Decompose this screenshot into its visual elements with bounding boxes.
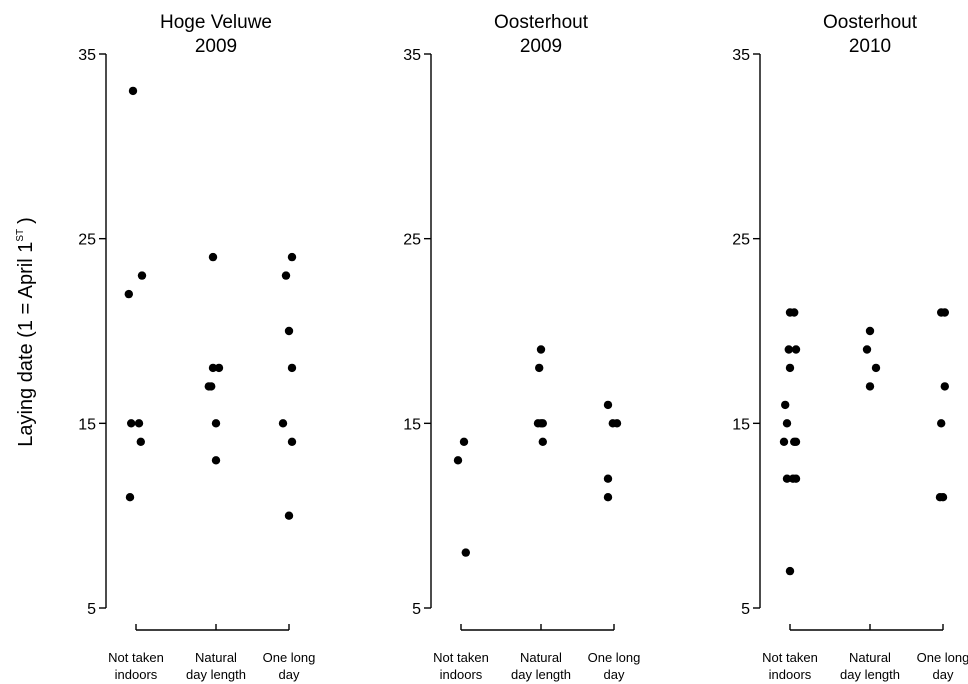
chart-panels: Hoge Veluwe 2009 5 15 25 35 Not taken indoors Na… [78, 12, 968, 682]
data-point [536, 345, 546, 354]
data-point [940, 308, 949, 317]
data-point [538, 419, 547, 428]
y-axis-label: Laying date (1 = April 1ST) [15, 217, 37, 447]
x-category-label-line2: day length [186, 667, 246, 682]
y-tick-label: 35 [732, 47, 750, 64]
x-category-label-line2: day [604, 667, 625, 682]
data-point [287, 363, 297, 373]
data-point [862, 345, 872, 354]
x-category-label-line2: day [933, 667, 954, 682]
y-tick-label: 35 [403, 47, 421, 64]
x-category-label-line2: day length [511, 667, 571, 682]
data-point [208, 252, 218, 262]
data-point [208, 363, 218, 373]
data-point [461, 548, 470, 557]
panel: Hoge Veluwe 2009 5 15 25 35 Not taken indoors Na… [78, 12, 315, 682]
y-tick-label: 15 [403, 416, 421, 433]
data-point [782, 419, 792, 428]
panel-title-line1: Hoge Veluwe [160, 12, 272, 33]
data-point [538, 437, 547, 446]
panel-title-line2: 2010 [849, 36, 891, 57]
data-point [791, 437, 801, 446]
data-point [124, 289, 133, 299]
x-category-label-line1: One long [263, 650, 316, 665]
data-point [612, 419, 622, 428]
data-point [785, 566, 795, 576]
y-tick-label: 5 [741, 601, 750, 618]
panel: Oosterhout 2010 5 15 25 35 Not taken indoors Nat… [732, 12, 968, 682]
data-point [136, 437, 145, 446]
y-tick-label: 5 [87, 601, 96, 618]
data-point [207, 382, 216, 391]
data-point [211, 419, 221, 428]
data-point [603, 493, 613, 502]
data-point [453, 456, 463, 465]
x-category-label-line1: Natural [195, 650, 237, 665]
data-point [535, 363, 544, 373]
data-point [211, 456, 221, 465]
data-point [781, 400, 790, 410]
x-category-label-line1: One long [588, 650, 641, 665]
data-point [782, 474, 792, 483]
y-tick-label: 15 [78, 416, 96, 433]
data-point [865, 382, 875, 391]
x-category-label-line1: Natural [849, 650, 891, 665]
data-point [940, 382, 949, 391]
x-category-label-line2: indoors [115, 667, 158, 682]
data-point [791, 345, 801, 354]
x-category-label-line1: One long [917, 650, 968, 665]
data-point [287, 252, 297, 262]
x-category-label-line1: Not taken [108, 650, 164, 665]
data-point [459, 437, 469, 446]
data-point [128, 86, 138, 96]
data-point [603, 474, 613, 483]
y-tick-label: 25 [403, 232, 421, 249]
data-point [127, 419, 136, 428]
x-category-label-line1: Natural [520, 650, 562, 665]
data-point [779, 437, 789, 446]
data-point [278, 419, 288, 428]
y-tick-label: 25 [78, 232, 96, 249]
panel-title-line1: Oosterhout [823, 12, 918, 33]
panel-title-line1: Oosterhout [494, 12, 589, 33]
data-point [791, 474, 801, 483]
data-point [214, 363, 224, 373]
data-point [865, 326, 875, 336]
y-tick-label: 5 [412, 601, 421, 618]
data-point [125, 493, 135, 502]
data-point [281, 271, 291, 280]
data-point [134, 419, 144, 428]
x-category-label-line2: day [279, 667, 300, 682]
x-category-label-line1: Not taken [433, 650, 489, 665]
x-category-label-line2: indoors [440, 667, 483, 682]
data-point [785, 363, 795, 373]
data-point [284, 511, 294, 520]
data-point [938, 493, 948, 502]
y-tick-label: 15 [732, 416, 750, 433]
data-point [937, 419, 946, 428]
panel-title-line2: 2009 [195, 36, 237, 57]
x-category-label-line2: day length [840, 667, 900, 682]
data-point [137, 271, 147, 280]
panel-title-line2: 2009 [520, 36, 562, 57]
y-tick-label: 25 [732, 232, 750, 249]
data-point [871, 363, 881, 373]
y-tick-label: 35 [78, 47, 96, 64]
panel: Oosterhout 2009 5 15 25 35 Not taken indoors Nat… [403, 12, 640, 682]
data-point [284, 326, 294, 336]
data-point [287, 437, 297, 446]
data-point [784, 345, 793, 354]
x-category-label-line1: Not taken [762, 650, 818, 665]
data-point [603, 400, 613, 410]
data-point [790, 308, 799, 317]
x-category-label-line2: indoors [769, 667, 812, 682]
